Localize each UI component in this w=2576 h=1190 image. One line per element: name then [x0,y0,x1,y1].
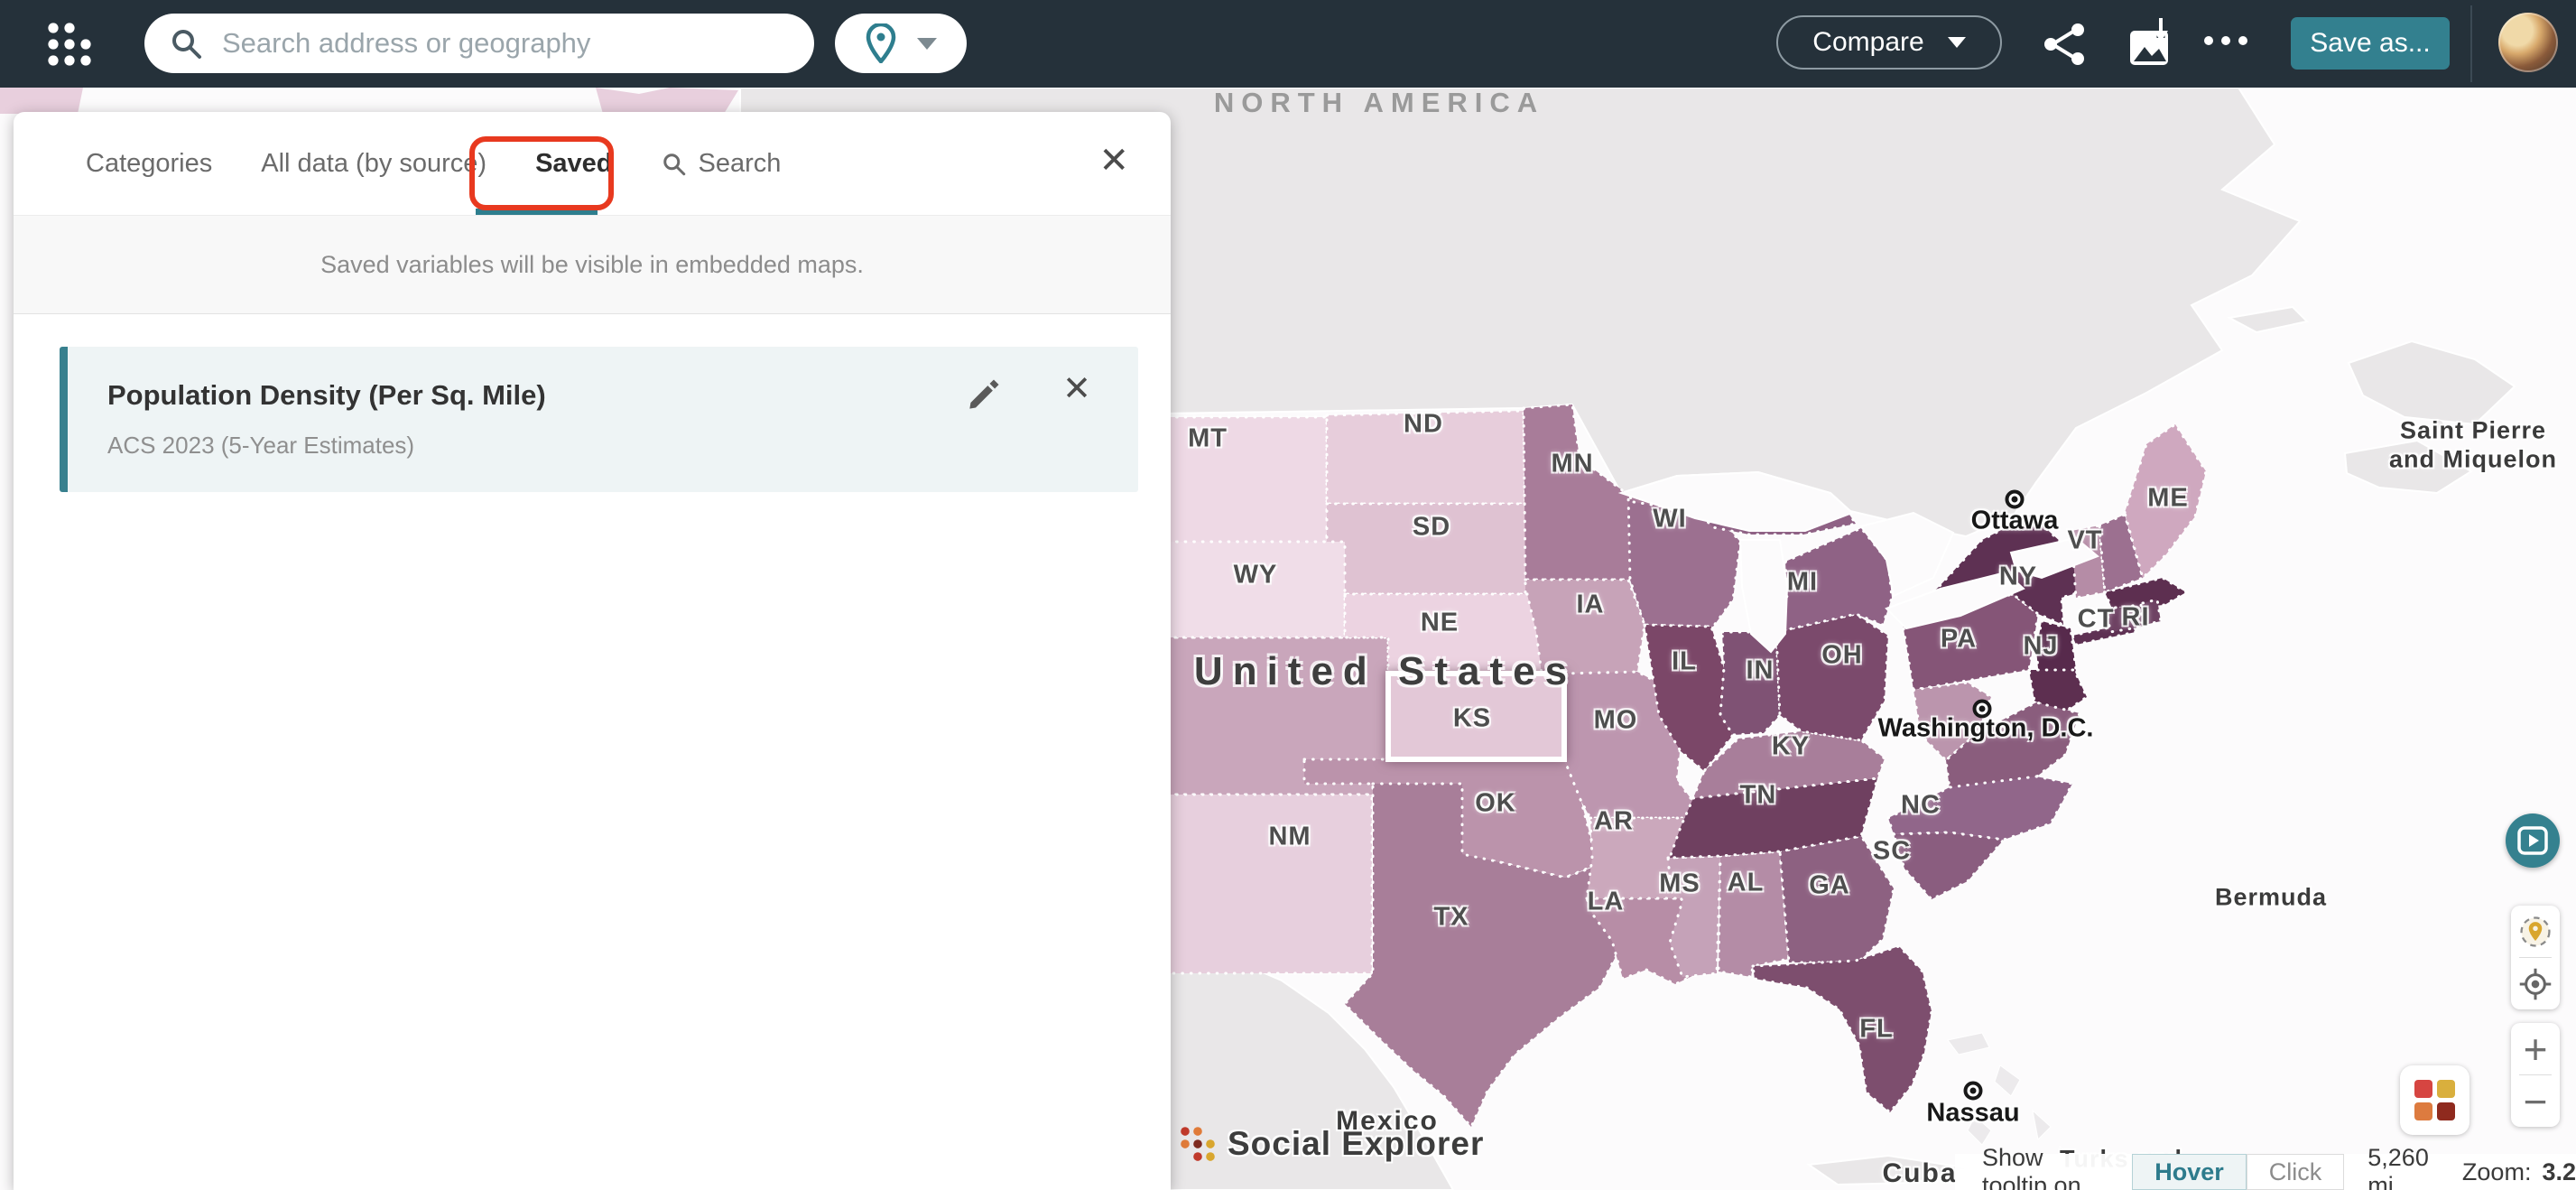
address-search-bar[interactable] [144,14,814,73]
state-AL [1717,850,1791,979]
location-tools-group [2511,906,2560,1009]
social-explorer-attribution[interactable]: Social Explorer [1179,1125,1484,1163]
header-divider [2470,5,2472,82]
tab-saved[interactable]: Saved [535,148,613,178]
zoom-in-button[interactable]: + [2511,1023,2560,1074]
great-lakes [1617,470,2099,654]
location-pin-icon [866,23,896,63]
saved-variable-card[interactable]: Population Density (Per Sq. Mile) ACS 20… [60,347,1138,492]
state-GA [1778,834,1895,964]
tooltip-hover-option[interactable]: Hover [2132,1154,2247,1190]
locate-me-button[interactable] [2511,958,2560,1009]
state-NE [1343,592,1543,675]
save-as-button[interactable]: Save as... [2291,17,2450,70]
state-IL [1643,623,1735,774]
active-tab-underline [476,209,598,215]
tooltip-mode-label: Show tooltip on [1982,1144,2081,1190]
state-MD [2027,668,2089,717]
crosshair-locate-icon [2519,968,2552,999]
panel-tabs: Categories All data (by source) Saved Se… [14,112,1171,215]
state-SC [1891,831,2006,901]
state-TN [1667,776,1880,860]
state-RI [2141,598,2163,627]
tab-search[interactable]: Search [662,148,782,179]
saved-notice: Saved variables will be visible in embed… [14,215,1171,314]
share-icon[interactable] [2042,22,2087,67]
state-MS [1666,854,1722,979]
apps-grid-icon[interactable] [45,20,94,69]
more-options-icon[interactable] [2204,36,2247,45]
tab-categories[interactable]: Categories [86,148,213,178]
state-MA [2102,576,2189,610]
saved-variable-source: ACS 2023 (5-Year Estimates) [107,432,415,459]
map-scale-value: 5,260 mi [2368,1144,2429,1190]
state-OH [1774,612,1890,742]
compare-label: Compare [1812,27,1924,57]
map-pin-circle-icon [2520,916,2551,947]
map-status-bar: Show tooltip on Hover Click 5,260 mi Zoo… [1955,1144,2576,1190]
state-IA [1524,578,1646,692]
state-VA [1944,701,2081,791]
saved-variable-title: Population Density (Per Sq. Mile) [107,379,546,411]
search-tab-label: Search [698,148,782,178]
plus-icon: + [2523,1025,2548,1073]
chevron-down-icon [917,37,937,50]
state-ME [2123,422,2208,581]
search-input[interactable] [220,26,789,60]
state-NH [2098,512,2145,595]
close-panel-icon[interactable]: ✕ [1098,141,1129,181]
attribution-text: Social Explorer [1228,1125,1485,1162]
projects-play-button[interactable] [2506,813,2560,868]
zoom-level-value: 3.2 [2542,1157,2576,1185]
legend-button[interactable] [2400,1065,2469,1135]
data-selection-panel: Categories All data (by source) Saved Se… [14,112,1171,1190]
search-icon [172,30,201,59]
tab-all-data-by-source[interactable]: All data (by source) [261,148,487,178]
legend-palette-icon [2414,1080,2455,1120]
state-NC [1886,775,2075,841]
show-my-location-pin-button[interactable] [2511,906,2560,957]
map-cuba [1806,1154,1970,1186]
chevron-down-icon [1947,37,1966,48]
zoom-level-label: Zoom: [2461,1157,2532,1185]
zoom-out-button[interactable]: − [2511,1075,2560,1127]
geography-selector[interactable] [835,14,967,73]
remove-saved-variable-icon[interactable]: ✕ [1062,370,1091,408]
state-CT [2105,603,2145,634]
user-avatar[interactable] [2498,13,2558,72]
state-SD [1325,502,1529,596]
edit-pencil-icon[interactable] [967,376,1003,412]
compare-button[interactable]: Compare [1776,15,2002,70]
top-bar: Compare Save as... [0,0,2576,88]
state-TX [1342,782,1621,1130]
tooltip-mode-segmented-control: Hover Click [2132,1154,2345,1190]
search-icon [663,153,685,175]
zoom-controls: + − [2511,1023,2560,1127]
minus-icon: − [2523,1077,2548,1125]
state-FL [1751,944,1933,1115]
play-presentation-icon [2517,826,2548,855]
tooltip-click-option[interactable]: Click [2246,1154,2345,1190]
social-explorer-logo-icon [1181,1127,1215,1161]
export-image-icon[interactable] [2127,18,2175,69]
state-AR [1585,816,1693,900]
state-KY [1691,730,1886,800]
state-ND [1325,409,1527,506]
state-KS-highlighted [1385,671,1567,762]
state-IN [1719,630,1782,737]
